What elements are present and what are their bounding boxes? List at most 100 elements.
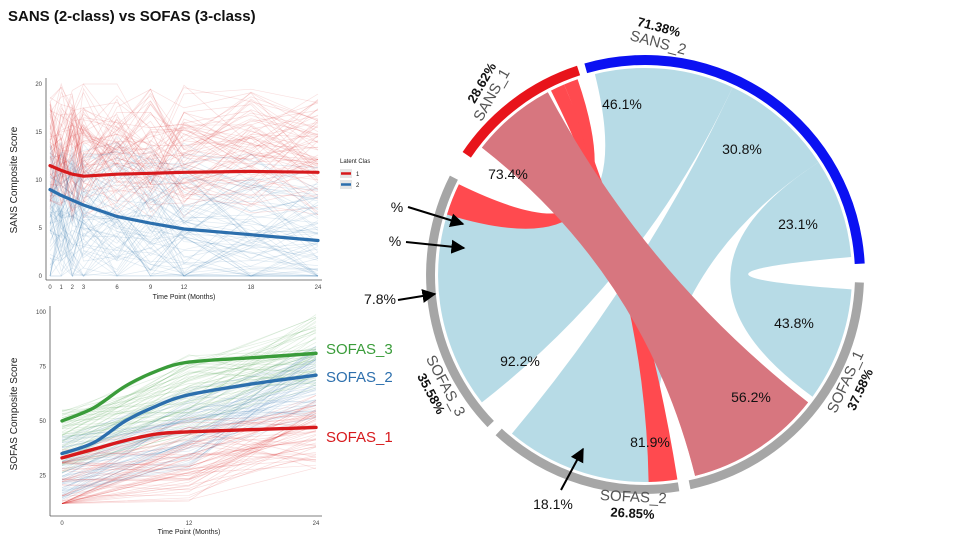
individual-line: [61, 467, 317, 504]
individual-line: [61, 459, 317, 504]
individual-line: [61, 370, 317, 498]
individual-line: [49, 123, 319, 205]
pct-label-sofas1-from-sans2: 43.8%: [774, 315, 814, 331]
individual-line: [61, 444, 317, 464]
individual-line: [49, 200, 319, 277]
y-tick-label: 5: [39, 226, 43, 232]
individual-line: [61, 352, 317, 444]
series-line-1: [48, 163, 320, 178]
individual-line: [49, 129, 319, 192]
individual-line: [49, 235, 319, 277]
individual-line: [49, 108, 319, 184]
individual-line: [49, 113, 319, 192]
individual-line: [49, 95, 319, 174]
x-tick-label: 2: [71, 285, 75, 291]
individual-line: [61, 446, 317, 504]
individual-line: [49, 108, 319, 180]
pct-label-clipped-2: %: [389, 233, 401, 249]
individual-line: [61, 423, 317, 504]
pct-label-sans1-sofas1: 73.4%: [488, 166, 528, 182]
individual-line: [61, 426, 317, 482]
individual-line: [61, 410, 317, 502]
individual-line: [49, 142, 319, 182]
individual-line: [49, 130, 319, 203]
y-tick-label: 20: [35, 82, 42, 88]
individual-line: [61, 411, 317, 463]
individual-line: [61, 411, 317, 474]
individual-line: [61, 424, 317, 481]
individual-line: [49, 207, 319, 277]
pct-label-sans2-sofas2: 30.8%: [722, 141, 762, 157]
individual-line: [61, 328, 317, 436]
y-tick-label: 100: [36, 310, 47, 316]
page-title: SANS (2-class) vs SOFAS (3-class): [8, 8, 256, 25]
individual-line: [61, 358, 317, 426]
individual-line: [49, 136, 319, 229]
individual-line: [49, 208, 319, 258]
individual-line: [49, 102, 319, 172]
individual-line: [61, 372, 317, 490]
individual-line: [61, 383, 317, 424]
individual-line: [61, 442, 317, 504]
individual-line: [61, 464, 317, 482]
pct-label-sofas2-from-sans1: 18.1%: [533, 496, 573, 512]
individual-line: [49, 83, 319, 167]
individual-line: [49, 154, 319, 246]
individual-line: [49, 161, 319, 243]
individual-line: [49, 91, 319, 175]
individual-line: [61, 322, 317, 415]
individual-line: [61, 366, 317, 428]
individual-line: [61, 398, 317, 470]
individual-line: [61, 434, 317, 497]
individual-line: [49, 218, 319, 277]
individual-trajectories: [49, 82, 319, 278]
individual-line: [49, 117, 319, 178]
individual-line: [49, 127, 319, 212]
individual-line: [61, 430, 317, 496]
individual-line: [61, 434, 317, 504]
sector-label-sofas2: SOFAS_2: [600, 487, 668, 507]
arrow-3: [397, 289, 437, 303]
individual-line: [49, 99, 319, 166]
chord-diagram: SANS_271.38%SANS_128.62%SOFAS_137.58%SOF…: [364, 14, 876, 522]
individual-line: [61, 430, 317, 504]
individual-line: [49, 208, 319, 277]
individual-line: [61, 410, 317, 469]
pct-label-sofas3-from-sans2: 92.2%: [500, 353, 540, 369]
sector-arc-sofas3: [426, 175, 494, 428]
individual-line: [49, 206, 319, 277]
individual-line: [61, 365, 317, 446]
individual-line: [49, 211, 319, 277]
individual-line: [61, 404, 317, 502]
individual-line: [61, 407, 317, 464]
individual-line: [49, 93, 319, 170]
individual-line: [49, 125, 319, 197]
individual-line: [49, 137, 319, 215]
individual-line: [61, 453, 317, 504]
individual-line: [61, 326, 317, 426]
individual-line: [49, 139, 319, 203]
individual-line: [49, 169, 319, 248]
individual-line: [61, 379, 317, 430]
individual-line: [49, 170, 319, 234]
individual-line: [61, 371, 317, 451]
individual-line: [61, 404, 317, 477]
individual-line: [49, 220, 319, 277]
series-line-sofas_2: [60, 373, 318, 456]
individual-line: [49, 213, 319, 277]
sofas-trajectory-chart: 25 50 75 100 0 12 24 Time Point (Months) SOFAS C…: [9, 306, 393, 536]
individual-line: [61, 356, 317, 442]
individual-line: [61, 400, 317, 462]
individual-line: [49, 145, 319, 237]
ribbon-sans1-sofas2: [551, 84, 678, 482]
individual-line: [61, 446, 317, 497]
individual-line: [61, 373, 317, 466]
x-tick-label: 1: [59, 285, 63, 291]
arrow-4: [560, 447, 584, 491]
individual-line: [61, 451, 317, 504]
individual-line: [49, 194, 319, 277]
individual-line: [61, 382, 317, 495]
individual-line: [49, 167, 319, 223]
series-label-sofas_3: SOFAS_3: [326, 341, 393, 358]
